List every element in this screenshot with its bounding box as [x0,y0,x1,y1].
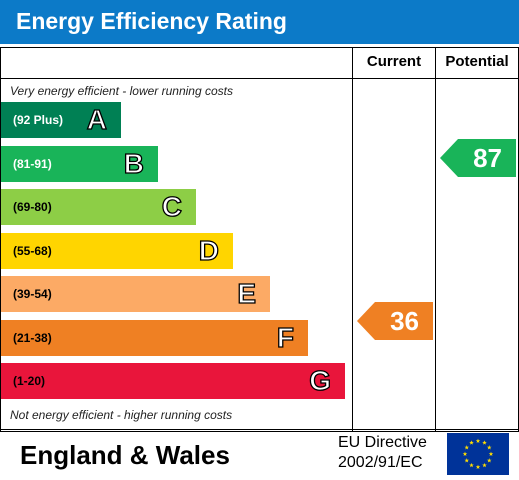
column-header-potential: Potential [445,53,509,70]
current-arrow-shape [357,302,433,340]
eu-star-icon [475,464,481,469]
eu-star-icon [488,451,494,456]
eu-directive: EU Directive 2002/91/EC [338,433,427,473]
band-range-label: (1-20) [13,374,46,388]
directive-line-2: 2002/91/EC [338,454,423,471]
band-a: (92 Plus) A [1,102,121,138]
potential-rating-arrow: 87 [440,139,516,177]
band-range-label: (55-68) [13,244,52,258]
current-rating-value: 36 [390,306,419,336]
header-divider [0,78,519,79]
current-rating-arrow: 36 [357,302,433,340]
band-range-label: (69-80) [13,200,52,214]
band-d: (55-68) D [1,233,233,269]
footer-divider [0,429,519,430]
band-range-label: (21-38) [13,331,52,345]
band-c: (69-80) C [1,189,196,225]
band-letter: B [123,147,145,179]
band-letter: C [161,190,183,222]
eu-star-icon [482,440,487,445]
band-letter: F [276,321,294,353]
band-f: (21-38) F [1,320,308,356]
band-letter: A [86,103,108,135]
potential-rating-value: 87 [473,143,502,173]
directive-line-1: EU Directive [338,434,427,451]
band-letter: D [198,234,220,266]
potential-arrow-shape [440,139,516,177]
region-label: England & Wales [20,440,230,470]
eu-star-icon [475,438,481,443]
eu-star-icon [464,445,470,450]
eu-flag-stars [462,438,494,469]
band-range-label: (92 Plus) [13,113,64,127]
band-range-label: (81-91) [13,157,52,171]
title-bar: Energy Efficiency Rating [0,0,519,44]
band-letter: E [237,277,257,309]
eu-star-icon [462,451,468,456]
bottom-efficiency-note: Not energy efficient - higher running co… [10,408,233,422]
band-g: (1-20) G [1,363,345,399]
current-column-divider [352,47,353,431]
top-efficiency-note: Very energy efficient - lower running co… [10,84,233,98]
eu-star-icon [486,445,492,450]
eu-star-icon [469,440,474,445]
band-b: (81-91) B [1,146,158,182]
column-header-current: Current [366,53,422,70]
band-e: (39-54) E [1,276,270,312]
eu-star-icon [482,462,487,468]
band-range-label: (39-54) [13,287,52,301]
eu-flag-icon [447,433,509,475]
page-title: Energy Efficiency Rating [16,8,287,34]
eu-star-icon [469,462,474,468]
eu-star-icon [486,458,492,463]
potential-column-divider [435,47,436,431]
eu-star-icon [464,458,470,463]
band-letter: G [309,364,332,396]
